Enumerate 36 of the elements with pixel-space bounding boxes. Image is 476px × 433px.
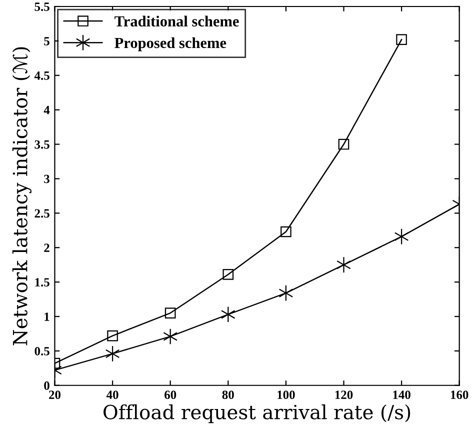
y-tick-label: 2 <box>44 244 50 252</box>
y-tick-label: 0.5 <box>34 346 50 356</box>
x-tick-label: 140 <box>393 390 410 400</box>
y-tick-label: 1.5 <box>35 278 50 287</box>
point <box>107 330 118 342</box>
point <box>222 269 234 280</box>
x-axis-title: Offload request arrival rate (/s) <box>104 404 410 424</box>
x-tick-label: 60 <box>164 390 176 400</box>
x-tick-label: 40 <box>106 390 118 400</box>
point <box>163 328 178 345</box>
point <box>105 345 120 362</box>
y-axis-title: Network latency indicator (ℳ) <box>12 47 32 346</box>
y-tick-label: 0 <box>44 381 50 390</box>
point <box>394 228 409 245</box>
y-tick-label: 3 <box>44 174 50 184</box>
y-tick-label: 2.5 <box>34 209 50 218</box>
y-tick-label: 4 <box>44 106 50 114</box>
x-tick-label: 120 <box>335 390 353 400</box>
x-tick-label: 160 <box>450 390 468 400</box>
y-tick-label: 4.5 <box>34 71 50 80</box>
y-tick-label: 1 <box>44 312 50 321</box>
y-tick-label: 5.5 <box>34 2 50 12</box>
point <box>278 284 294 302</box>
y-tick-label: 5 <box>44 37 50 46</box>
legend-label: Traditional scheme <box>114 16 239 27</box>
x-tick-label: 100 <box>278 390 295 400</box>
point <box>280 226 292 238</box>
point <box>164 308 176 318</box>
point <box>336 256 351 274</box>
point <box>220 306 236 323</box>
x-tick-label: 80 <box>222 390 234 400</box>
legend-label: Proposed scheme <box>114 37 226 52</box>
point <box>338 138 350 150</box>
y-tick-label: 3.5 <box>34 140 50 149</box>
point <box>396 34 407 45</box>
x-tick-label: 20 <box>49 390 61 400</box>
